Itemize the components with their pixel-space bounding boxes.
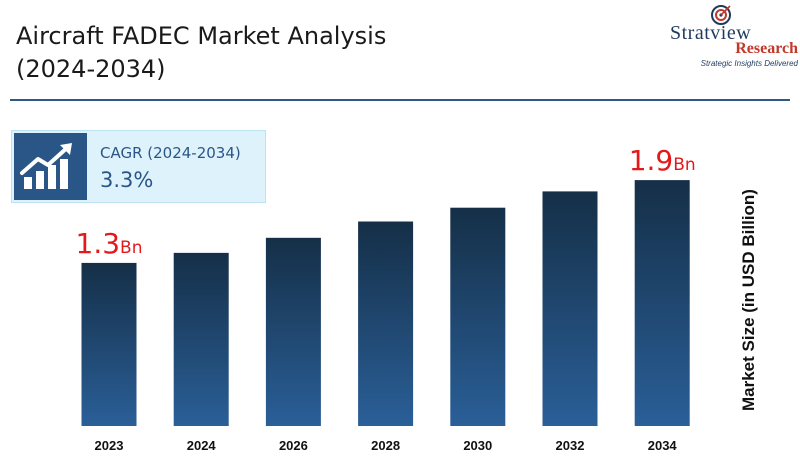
x-tick-label-2030: 2030 <box>463 438 492 453</box>
y-axis-label: Market Size (in USD Billion) <box>739 189 758 411</box>
x-tick-label-2034: 2034 <box>648 438 678 453</box>
bar-2024 <box>173 252 229 426</box>
stratview-logo: Stratview Research Strategic Insights De… <box>640 4 800 70</box>
x-tick-label-2023: 2023 <box>95 438 124 453</box>
cagr-value: 3.3% <box>100 168 154 192</box>
data-label-2023: 1.3Bn <box>76 227 143 260</box>
bar-2032 <box>542 191 598 426</box>
page-title: Aircraft FADEC Market Analysis (2024-203… <box>16 20 536 86</box>
cagr-label: CAGR (2024-2034) <box>100 144 241 162</box>
bar-2030 <box>450 207 506 426</box>
x-tick-label-2028: 2028 <box>371 438 400 453</box>
bar-2028 <box>358 221 414 426</box>
cagr-callout: CAGR (2024-2034) 3.3% <box>11 130 266 203</box>
growth-chart-icon <box>14 133 87 200</box>
logo-brand: Stratview <box>670 22 752 44</box>
bar-2034 <box>634 180 690 426</box>
target-logo-icon <box>711 5 731 25</box>
header-divider <box>10 99 790 101</box>
data-label-2034: 1.9Bn <box>629 144 696 177</box>
title-line-1: Aircraft FADEC Market Analysis <box>16 22 387 50</box>
logo-tagline: Strategic Insights Delivered <box>700 59 798 68</box>
title-line-2: (2024-2034) <box>16 55 166 83</box>
logo-brand-sub: Research <box>735 40 798 57</box>
x-tick-label-2032: 2032 <box>556 438 585 453</box>
bar-2026 <box>265 237 321 426</box>
x-tick-label-2026: 2026 <box>279 438 308 453</box>
bar-2023 <box>81 262 137 426</box>
x-tick-label-2024: 2024 <box>187 438 217 453</box>
